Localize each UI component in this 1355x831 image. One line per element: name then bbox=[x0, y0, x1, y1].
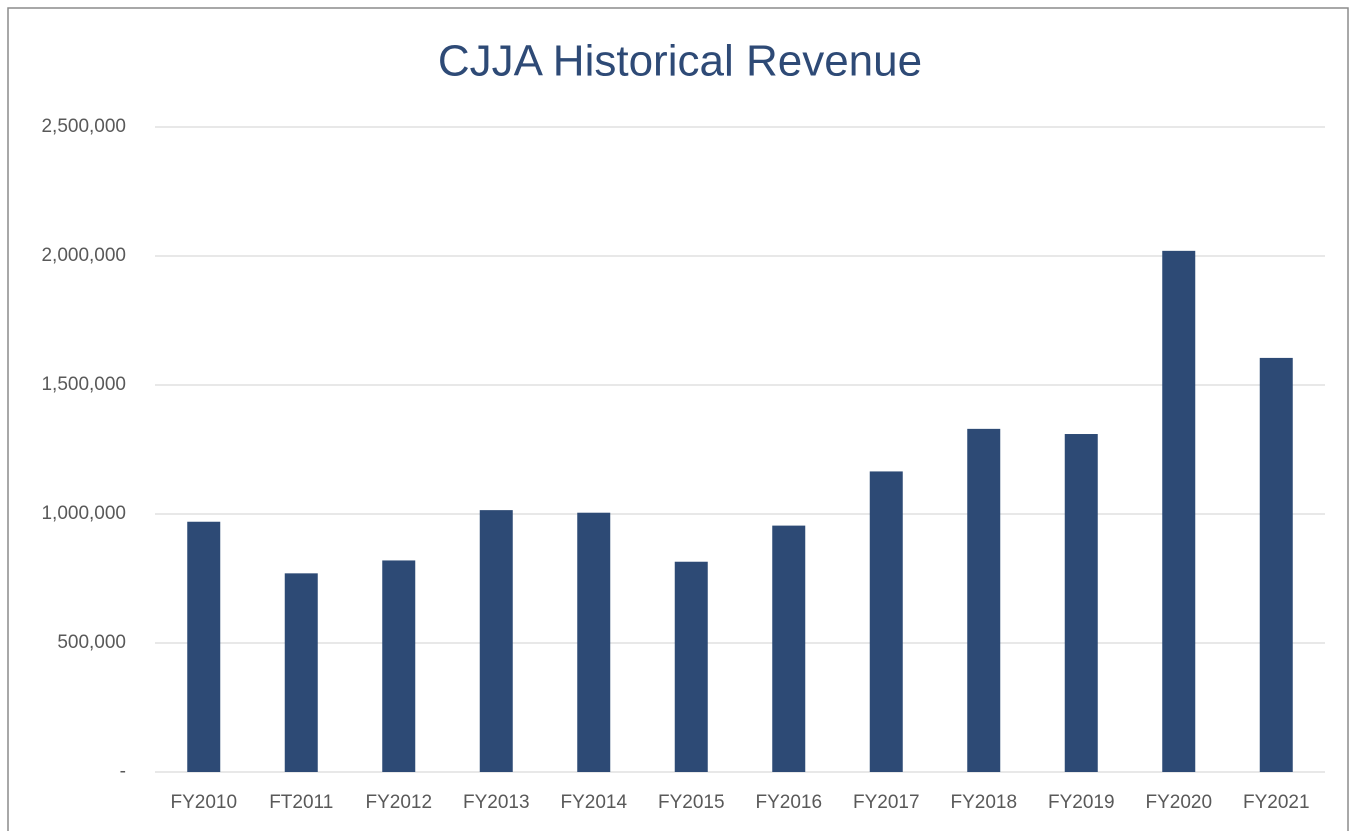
y-tick-label: 500,000 bbox=[57, 632, 126, 653]
y-tick-label: 2,500,000 bbox=[41, 116, 126, 137]
bar bbox=[479, 510, 513, 772]
bar bbox=[1259, 357, 1293, 772]
bar bbox=[284, 573, 318, 772]
y-tick-label: 2,000,000 bbox=[41, 245, 126, 266]
x-tick-label: FT2011 bbox=[269, 792, 333, 813]
x-tick-label: FY2015 bbox=[658, 792, 725, 813]
x-tick-label: FY2021 bbox=[1243, 792, 1310, 813]
bar bbox=[577, 512, 611, 772]
x-tick-label: FY2012 bbox=[365, 792, 432, 813]
x-tick-label: FY2014 bbox=[560, 792, 627, 813]
y-tick-label: - bbox=[120, 761, 126, 782]
x-tick-label: FY2016 bbox=[755, 792, 822, 813]
y-tick-label: 1,500,000 bbox=[41, 374, 126, 395]
x-tick-label: FY2019 bbox=[1048, 792, 1115, 813]
bar bbox=[382, 560, 416, 772]
bar bbox=[869, 471, 903, 772]
x-tick-label: FY2010 bbox=[170, 792, 237, 813]
bar bbox=[187, 521, 221, 772]
y-tick-label: 1,000,000 bbox=[41, 503, 126, 524]
x-tick-label: FY2020 bbox=[1145, 792, 1212, 813]
bar bbox=[967, 428, 1001, 772]
bar bbox=[1162, 250, 1196, 773]
x-tick-label: FY2017 bbox=[853, 792, 920, 813]
bar bbox=[1064, 434, 1098, 772]
bar bbox=[674, 561, 708, 772]
x-tick-label: FY2018 bbox=[950, 792, 1017, 813]
x-tick-label: FY2013 bbox=[463, 792, 530, 813]
bar bbox=[772, 525, 806, 772]
chart-title: CJJA Historical Revenue bbox=[438, 37, 922, 86]
